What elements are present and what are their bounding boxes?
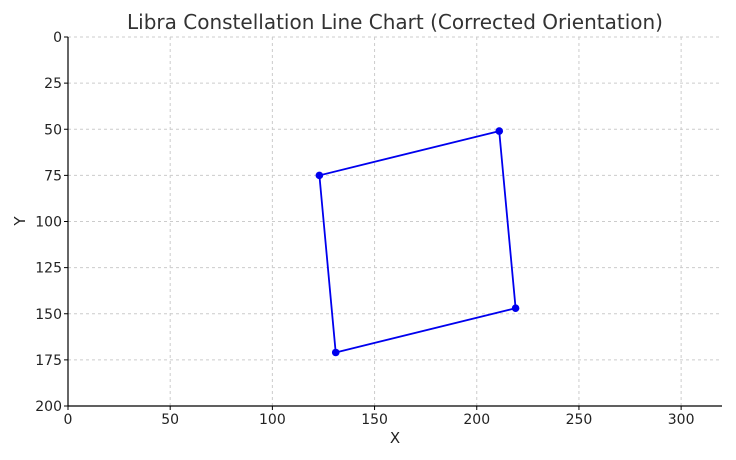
series-line-0 — [318, 130, 517, 354]
data-point-0-2 — [331, 348, 340, 357]
x-tick-label-6: 300 — [668, 412, 695, 428]
x-tick-label-1: 50 — [161, 412, 179, 428]
data-point-0-1 — [315, 171, 324, 180]
x-tick-label-4: 200 — [463, 412, 490, 428]
y-axis-label: Y — [11, 216, 29, 227]
y-tick-label-5: 125 — [35, 261, 62, 277]
x-tick-label-5: 250 — [566, 412, 593, 428]
tick-labels: 0 50 100 150 200 250 300 0 25 50 75 100 125 150 175 200 — [35, 30, 694, 428]
series-layer — [315, 127, 520, 357]
y-tick-label-7: 175 — [35, 353, 62, 369]
y-tick-label-2: 50 — [44, 122, 62, 138]
y-tick-label-1: 25 — [44, 76, 62, 92]
x-axis-label: X — [390, 429, 400, 447]
axes — [64, 36, 722, 410]
x-tick-label-3: 150 — [361, 412, 388, 428]
data-point-0-0 — [495, 127, 504, 135]
x-tick-label-2: 100 — [259, 412, 286, 428]
y-tick-label-0: 0 — [53, 30, 62, 46]
y-tick-label-6: 150 — [35, 307, 62, 323]
x-tick-label-0: 0 — [64, 412, 73, 428]
chart-title: Libra Constellation Line Chart (Correcte… — [127, 10, 663, 34]
y-tick-label-4: 100 — [35, 215, 62, 231]
y-tick-label-8: 200 — [35, 399, 62, 415]
data-point-0-3 — [511, 304, 520, 313]
grid — [67, 36, 722, 407]
y-tick-label-3: 75 — [44, 168, 62, 184]
